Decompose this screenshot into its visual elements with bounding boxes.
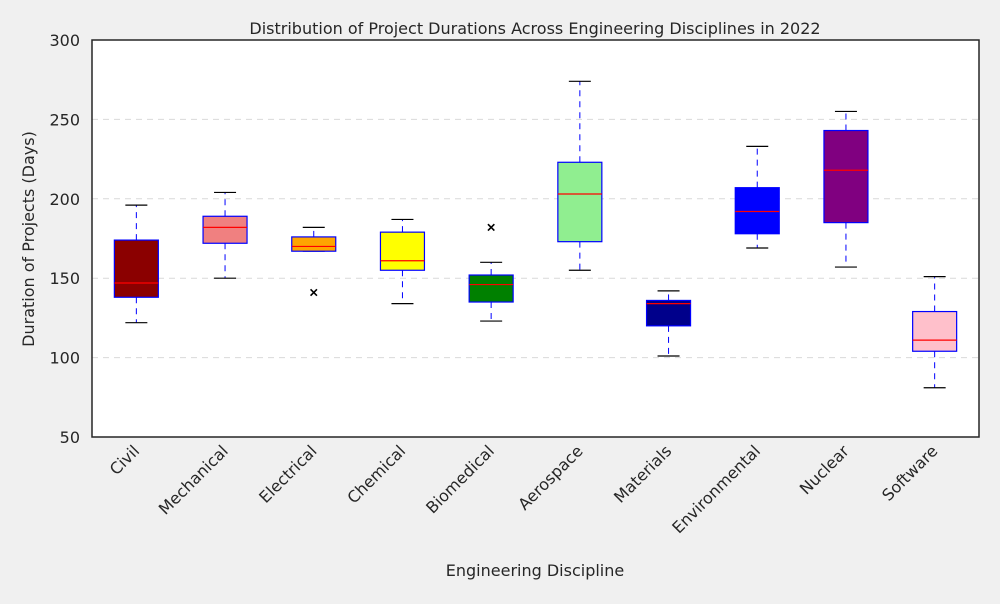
y-tick-label: 300 [49, 31, 80, 50]
y-axis-ticks: 50 100 150 200 250 300 [49, 31, 80, 447]
box-electrical [291, 226, 337, 297]
y-tick-label: 250 [49, 110, 80, 129]
box-biomedical [468, 223, 514, 322]
box-series [113, 80, 958, 389]
y-tick-label: 200 [49, 190, 80, 209]
x-tick-label: Materials [610, 441, 675, 506]
y-tick-label: 100 [49, 349, 80, 368]
box-software [912, 276, 958, 389]
outlier-stroke [487, 223, 495, 232]
iqr-box [291, 236, 337, 252]
y-tick-label: 50 [60, 428, 80, 447]
plot-frame [91, 39, 980, 438]
iqr-box [557, 161, 603, 243]
x-tick-label: Electrical [255, 441, 320, 506]
box-chemical [379, 218, 426, 305]
iqr-box [113, 239, 159, 298]
x-tick-label: Aerospace [514, 441, 586, 513]
iqr-box [202, 215, 248, 244]
x-tick-label: Mechanical [155, 441, 232, 518]
x-tick-label: Software [878, 441, 941, 504]
box-civil [113, 204, 159, 324]
iqr-box [823, 129, 869, 224]
x-tick-label: Environmental [668, 441, 764, 537]
y-axis-label: Duration of Projects (Days) [19, 131, 38, 347]
x-tick-label: Civil [106, 441, 143, 478]
box-mechanical [202, 191, 248, 279]
x-tick-label: Biomedical [422, 441, 498, 517]
box-materials [645, 290, 692, 357]
iqr-box [468, 274, 514, 303]
outlier-stroke [309, 288, 318, 297]
outlier-marker [309, 288, 318, 297]
box-environmental [734, 145, 780, 249]
box-nuclear [823, 110, 869, 268]
chart-title: Distribution of Project Durations Across… [249, 19, 820, 38]
x-tick-label: Nuclear [796, 441, 853, 498]
box-aerospace [557, 80, 603, 271]
x-tick-label: Chemical [343, 441, 409, 507]
iqr-box [645, 299, 692, 327]
x-axis-label: Engineering Discipline [446, 561, 624, 580]
y-tick-label: 150 [49, 269, 80, 288]
x-axis-ticks: Civil Mechanical Electrical Chemical Biomedi… [106, 441, 942, 537]
iqr-box [734, 187, 780, 235]
iqr-box [912, 310, 958, 352]
outlier-marker [487, 223, 495, 232]
iqr-box [379, 231, 426, 271]
